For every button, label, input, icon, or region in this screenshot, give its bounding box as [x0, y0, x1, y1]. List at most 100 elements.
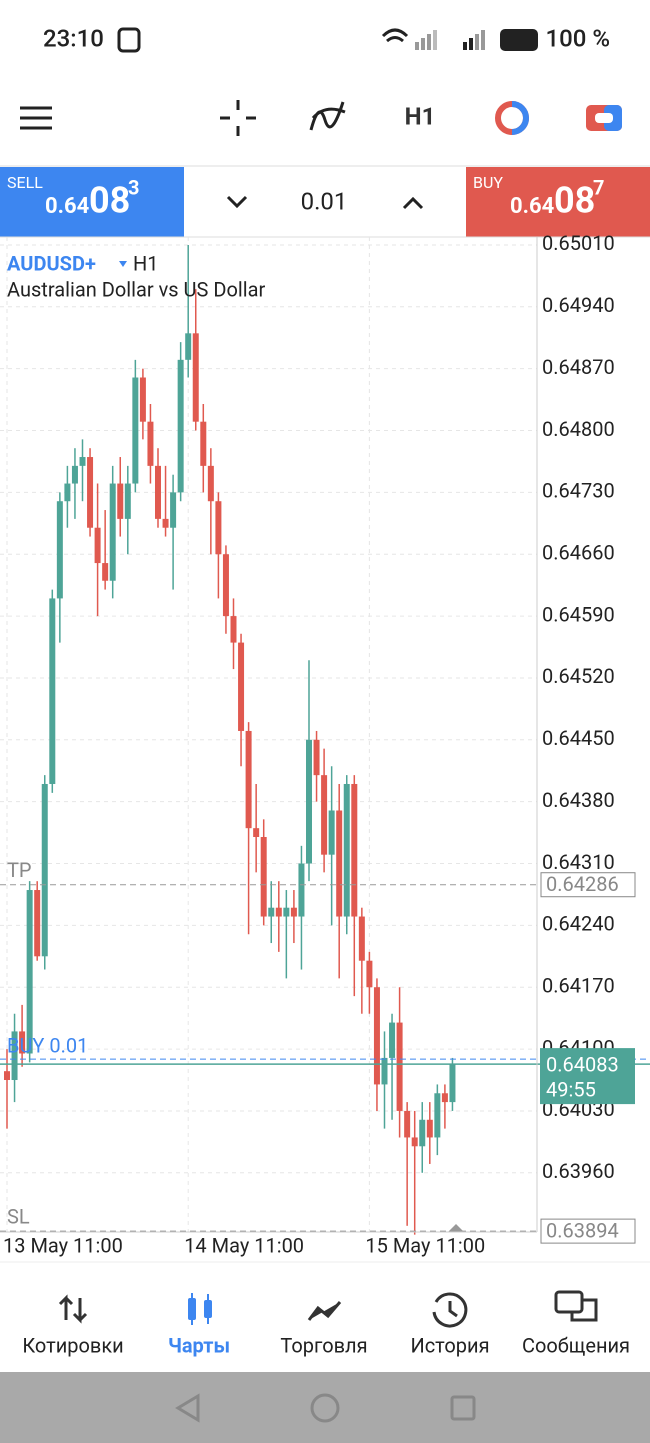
candle-body	[34, 890, 41, 957]
nav-icon	[188, 1293, 212, 1325]
objects-button-part	[511, 101, 529, 135]
level-name: TP	[7, 858, 32, 882]
nav-icon	[307, 1301, 342, 1321]
candle-body	[419, 1119, 426, 1147]
candle-body	[306, 739, 312, 864]
candle-body	[41, 783, 48, 957]
candle-body	[298, 863, 305, 917]
x-tick-label: 13 May 11:00	[3, 1233, 123, 1257]
order-label: BUY 0.01	[7, 1033, 88, 1057]
candle-body	[79, 457, 86, 466]
candle-body	[321, 775, 328, 855]
candle-body	[268, 907, 275, 917]
y-tick-label: 0.64870	[542, 355, 615, 379]
level-price-box	[540, 872, 636, 898]
candle-body	[56, 501, 63, 599]
candle-body	[4, 1071, 10, 1081]
volume[interactable]: 0.01	[301, 187, 348, 215]
wifi-icon	[381, 28, 409, 43]
candle-body	[11, 1031, 18, 1081]
y-tick-label: 0.64170	[542, 974, 615, 998]
nav-label[interactable]: История	[410, 1333, 489, 1357]
menu-button[interactable]	[20, 106, 52, 130]
candle-body	[389, 1022, 396, 1058]
candle-body	[87, 457, 94, 528]
y-tick-label: 0.64310	[542, 850, 615, 874]
candle-body	[117, 483, 124, 519]
candle-body	[238, 642, 245, 731]
candle-body	[155, 465, 161, 519]
volume-down[interactable]	[226, 195, 248, 209]
candle-body	[411, 1137, 418, 1147]
timeframe-button[interactable]: H1	[405, 102, 436, 130]
buy-label: BUY	[473, 173, 503, 192]
candle-body	[343, 783, 350, 917]
crosshair-button[interactable]	[220, 100, 256, 136]
symbol-dropdown[interactable]	[119, 261, 127, 267]
y-tick-label: 0.63960	[542, 1159, 615, 1183]
scroll-marker	[448, 1224, 464, 1232]
candle-body	[19, 1031, 26, 1054]
buy-price-main: 08	[554, 180, 595, 222]
candle-body	[449, 1064, 456, 1103]
nav-label[interactable]: Торговля	[280, 1333, 367, 1357]
nav-label[interactable]: Сообщения	[522, 1333, 630, 1357]
candle-body	[200, 421, 207, 466]
candle-body	[192, 333, 199, 422]
candle-body	[426, 1119, 433, 1138]
candle-body	[222, 554, 229, 617]
x-tick-label: 14 May 11:00	[184, 1233, 304, 1257]
trade-button-part	[595, 113, 613, 123]
candle-body	[253, 828, 260, 838]
candle-body	[185, 333, 192, 360]
y-tick-label: 0.64450	[542, 726, 615, 750]
candle-body	[124, 483, 131, 519]
buy-price-sup: 7	[593, 175, 604, 199]
sell-label: SELL	[7, 173, 43, 192]
candle-body	[351, 783, 358, 917]
nav-label[interactable]: Чарты	[168, 1333, 230, 1357]
chart-timeframe: H1	[133, 251, 159, 275]
current-price: 0.64083	[546, 1052, 619, 1076]
candle-body	[328, 810, 335, 855]
chart-symbol[interactable]: AUDUSD+	[7, 251, 96, 275]
y-tick-label: 0.64660	[542, 541, 615, 565]
nav-label[interactable]: Котировки	[22, 1333, 123, 1357]
y-tick-label: 0.64730	[542, 479, 615, 503]
recents-button[interactable]	[450, 1395, 476, 1421]
candle-timer: 49:55	[546, 1077, 596, 1101]
home-button[interactable]	[310, 1393, 340, 1423]
candle-body	[396, 1022, 403, 1111]
candle-body	[102, 563, 109, 581]
candle-body	[64, 483, 71, 502]
volume-up[interactable]	[402, 196, 424, 210]
candle-body	[71, 465, 78, 484]
chart: 0.65010 0.64940 0.64870 0.64800 0.64730 0.646…	[0, 231, 650, 1257]
sell-button[interactable]	[0, 167, 184, 237]
candle-body	[109, 483, 116, 581]
back-button[interactable]	[175, 1393, 200, 1423]
y-tick-label: 0.64240	[542, 912, 615, 936]
candle-body	[215, 501, 222, 555]
nav-icon	[58, 1294, 88, 1324]
x-tick-label: 15 May 11:00	[365, 1233, 485, 1257]
indicators-button[interactable]	[309, 101, 346, 131]
sell-price-sup: 3	[128, 175, 139, 199]
candle-body	[162, 518, 169, 528]
buy-price-prefix: 0.64	[510, 194, 555, 219]
y-tick-label: 0.64520	[542, 664, 615, 688]
chart-description: Australian Dollar vs US Dollar	[7, 277, 265, 301]
level-price-box	[540, 1218, 636, 1244]
buy-button[interactable]	[466, 167, 650, 237]
signal-icon	[415, 30, 485, 50]
candle-body	[49, 598, 56, 784]
candle-body	[381, 1057, 388, 1085]
candle-body	[177, 359, 184, 493]
candle-body	[275, 907, 282, 917]
level-name: SL	[7, 1204, 30, 1228]
sell-price-prefix: 0.64	[45, 194, 90, 219]
current-price-box	[540, 1048, 635, 1105]
candle-body	[245, 730, 252, 829]
candle-body	[230, 616, 237, 643]
nav-icon	[432, 1292, 468, 1328]
